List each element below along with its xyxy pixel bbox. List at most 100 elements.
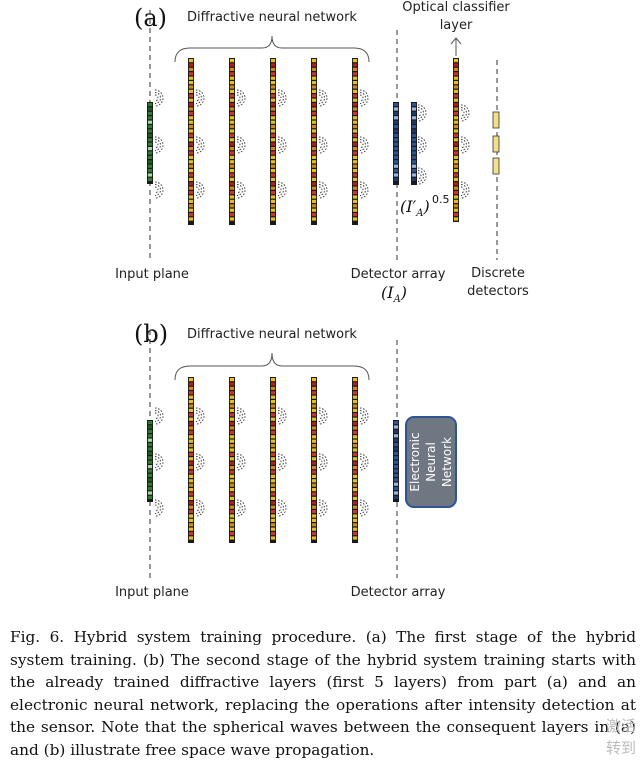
layer-pixel	[188, 382, 194, 386]
layer-pixel	[270, 479, 276, 483]
layer-pixel	[229, 133, 235, 137]
layer-pixel	[311, 466, 317, 470]
layer-pixel	[311, 142, 317, 146]
layer-pixel	[229, 496, 235, 500]
layer-pixel	[147, 491, 153, 495]
layer-pixel	[188, 518, 194, 522]
wave-arc	[318, 412, 323, 420]
layer-pixel	[147, 465, 153, 469]
layer-pixel	[188, 103, 194, 107]
layer-pixel	[352, 125, 358, 129]
layer-pixel	[147, 173, 153, 177]
layer-pixel	[411, 142, 417, 146]
layer-pixel	[393, 473, 399, 477]
layer-pixel	[411, 125, 417, 129]
spherical-wave	[318, 181, 328, 199]
layer-pixel	[229, 76, 235, 80]
layer-pixel	[270, 76, 276, 80]
layer-pixel	[229, 81, 235, 85]
layer-pixel	[311, 514, 317, 518]
layer-pixel	[352, 169, 358, 173]
layer-pixel	[188, 208, 194, 212]
layer-pixel	[453, 111, 459, 115]
layer-pixel	[270, 378, 276, 382]
layer-pixel	[311, 213, 317, 217]
layer-pixel	[311, 94, 317, 98]
layer-pixel	[453, 169, 459, 173]
layer-pixel	[229, 173, 235, 177]
layer-pixel	[311, 501, 317, 505]
layer-pixel	[411, 103, 417, 107]
layer-pixel	[229, 483, 235, 487]
layer-pixel	[270, 199, 276, 203]
layer-pixel	[352, 155, 358, 159]
layer-pixel	[270, 457, 276, 461]
spherical-wave	[195, 407, 205, 425]
layer-pixel	[188, 413, 194, 417]
spherical-wave	[359, 407, 369, 425]
layer-pixel	[453, 107, 459, 111]
spherical-wave	[154, 136, 164, 154]
layer-pixel	[229, 177, 235, 181]
layer-pixel	[352, 204, 358, 208]
layer-pixel	[188, 488, 194, 492]
layer-pixel	[453, 147, 459, 151]
layer-pixel	[393, 103, 399, 107]
layer-pixel	[393, 469, 399, 473]
layer-pixel	[352, 173, 358, 177]
layer-pixel	[147, 177, 153, 181]
layer-pixel	[411, 151, 417, 155]
layer-pixel	[229, 204, 235, 208]
layer-pixel	[188, 191, 194, 195]
layer-pixel	[188, 391, 194, 395]
layer-pixel	[311, 505, 317, 509]
layer-pixel	[188, 213, 194, 217]
layer-pixel	[229, 422, 235, 426]
layer-pixel	[352, 408, 358, 412]
layer-pixel	[352, 430, 358, 434]
layer-pixel	[453, 67, 459, 71]
layer-pixel	[270, 125, 276, 129]
layer-pixel	[311, 470, 317, 474]
layer-pixel	[311, 404, 317, 408]
layer-pixel	[352, 386, 358, 390]
layer-pixel	[411, 164, 417, 168]
layer-pixel	[188, 435, 194, 439]
layer-pixel	[229, 164, 235, 168]
layer-pixel	[229, 378, 235, 382]
layer-pixel	[229, 413, 235, 417]
layer-pixel	[229, 129, 235, 133]
spherical-wave	[318, 499, 328, 517]
layer-pixel	[311, 103, 317, 107]
layer-pixel	[352, 400, 358, 404]
wave-arc	[359, 186, 364, 194]
layer-pixel	[188, 430, 194, 434]
layer-pixel	[352, 404, 358, 408]
layer-pixel	[393, 491, 399, 495]
layer-pixel	[352, 85, 358, 89]
layer-pixel	[270, 527, 276, 531]
layer-pixel	[270, 94, 276, 98]
layer-pixel	[229, 426, 235, 430]
layer-pixel	[147, 473, 153, 477]
layer-pixel	[352, 536, 358, 540]
layer-pixel	[188, 164, 194, 168]
layer-pixel	[147, 142, 153, 146]
layer-pixel	[352, 532, 358, 536]
layer-pixel	[311, 169, 317, 173]
layer-pixel	[411, 177, 417, 181]
layer-pixel	[229, 439, 235, 443]
layer-pixel	[147, 111, 153, 115]
layer-pixel	[393, 147, 399, 151]
layer-pixel	[270, 72, 276, 76]
layer-pixel	[229, 199, 235, 203]
panel-a-sqrt-exponent: 0.5	[432, 193, 450, 206]
layer-pixel	[270, 191, 276, 195]
layer-pixel	[352, 457, 358, 461]
layer-pixel	[352, 116, 358, 120]
layer-pixel	[188, 532, 194, 536]
layer-pixel	[147, 478, 153, 482]
wave-arc	[277, 458, 282, 466]
layer-pixel	[352, 501, 358, 505]
layer-pixel	[270, 391, 276, 395]
